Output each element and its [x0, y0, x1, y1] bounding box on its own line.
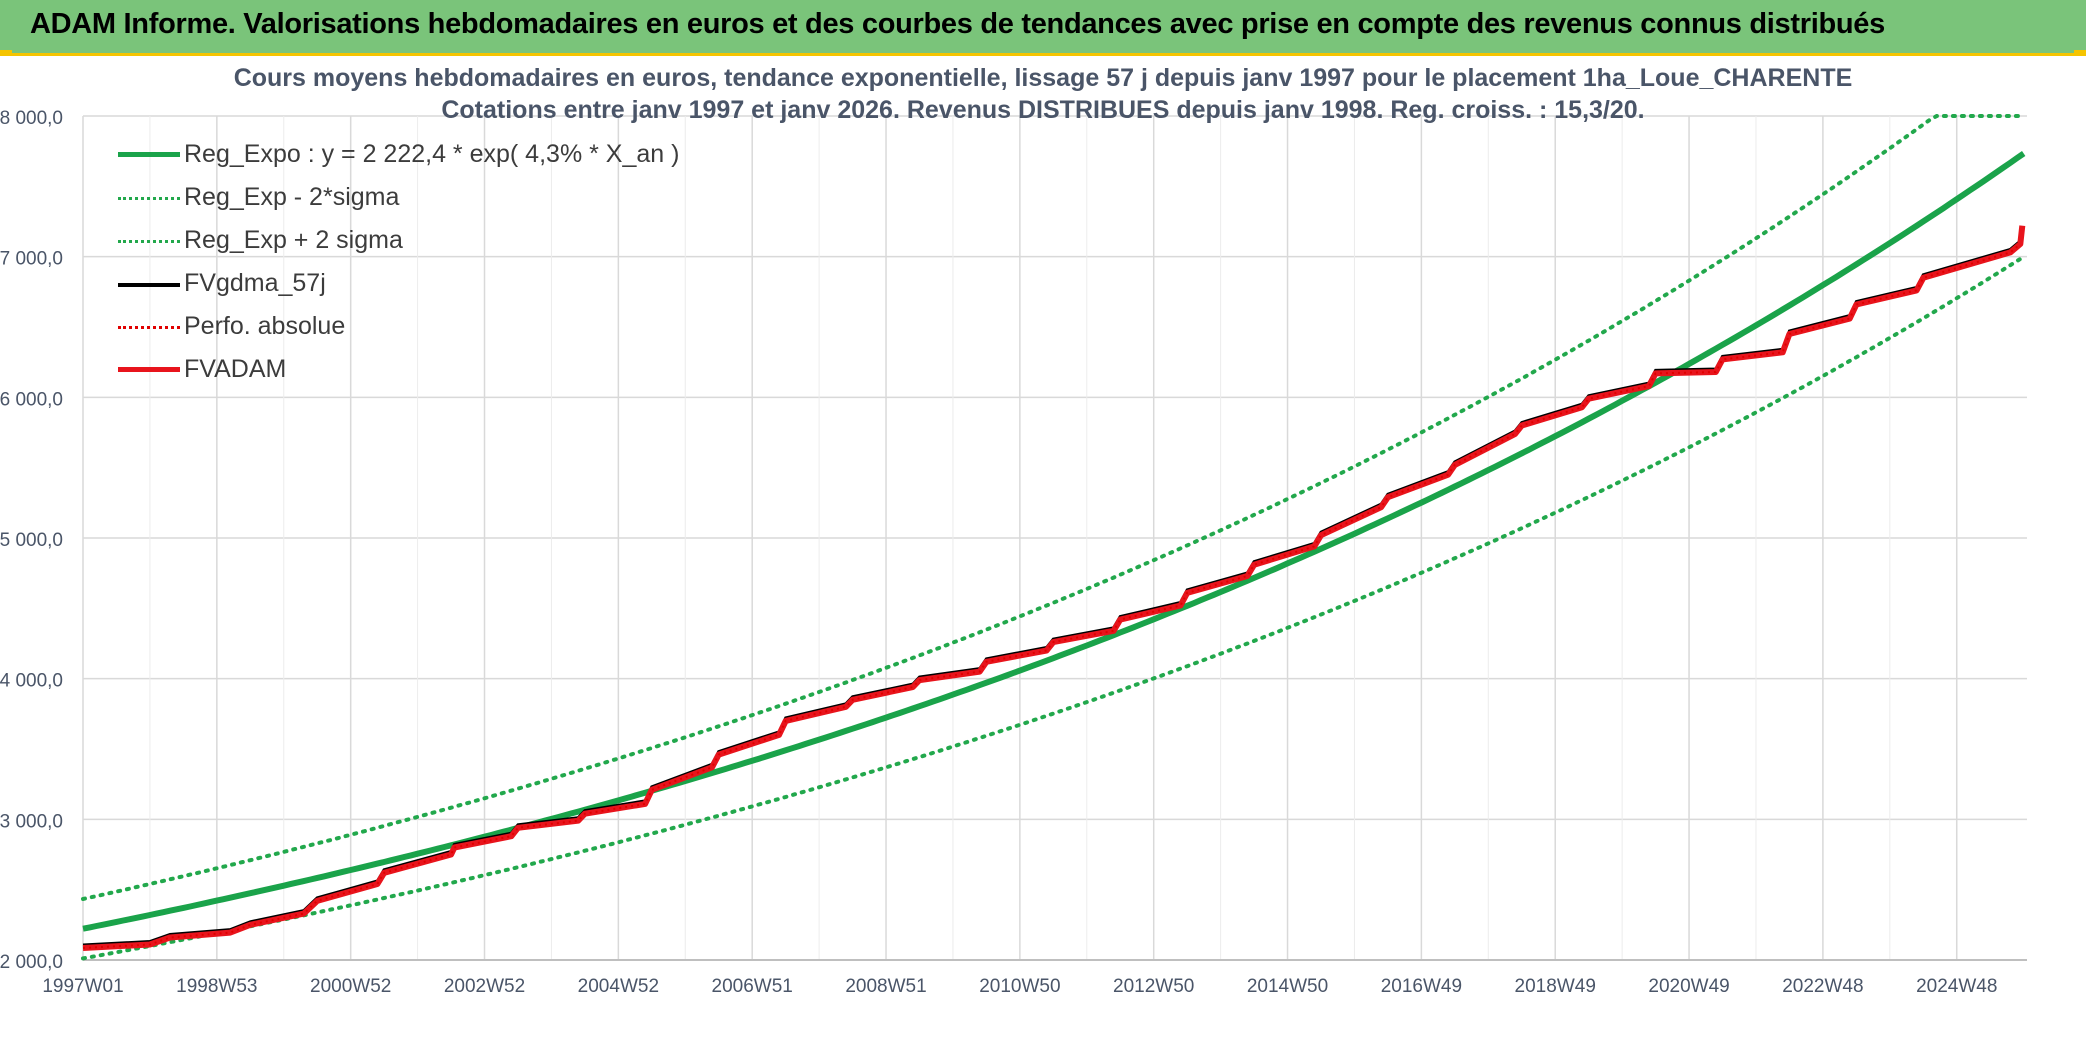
- legend-label-reg-expo: Reg_Expo : y = 2 222,4 * exp( 4,3% * X_a…: [184, 140, 680, 168]
- x-tick-label: 1998W53: [176, 976, 257, 997]
- legend-swatch-reg-exp-plus: [118, 240, 180, 243]
- x-tick-label: 2020W49: [1648, 976, 1729, 997]
- x-tick-label: 2018W49: [1515, 976, 1596, 997]
- x-tick-label: 1997W01: [42, 976, 123, 997]
- legend-swatch-reg-expo: [118, 152, 180, 157]
- y-tick-label: 8 000,0: [0, 108, 63, 129]
- x-tick-label: 2016W49: [1381, 976, 1462, 997]
- x-tick-label: 2010W50: [979, 976, 1060, 997]
- x-tick-label: 2004W52: [578, 976, 659, 997]
- series-reg-expo: [82, 151, 2026, 932]
- legend-swatch-reg-exp-minus: [118, 197, 180, 200]
- x-tick-label: 2002W52: [444, 976, 525, 997]
- y-tick-label: 3 000,0: [0, 811, 63, 832]
- report-banner: ADAM Informe. Valorisations hebdomadaire…: [0, 0, 2086, 56]
- legend-swatch-fvadam: [118, 367, 180, 372]
- series-perfo: [82, 243, 2021, 949]
- axis-layer: 2 000,0 3 000,0 4 000,0 5 000,0 6 000,0 7 000…: [0, 108, 2027, 997]
- chart-svg: 2 000,0 3 000,0 4 000,0 5 000,0 6 000,0 7 000…: [0, 108, 2027, 997]
- x-tick-label: 2022W48: [1782, 976, 1863, 997]
- x-tick-label: 2008W51: [845, 976, 926, 997]
- series-fvadam: [82, 225, 2026, 951]
- chart-area: 2 000,0 3 000,0 4 000,0 5 000,0 6 000,0 7 000…: [0, 56, 2086, 1038]
- legend-swatch-perfo: [118, 326, 180, 329]
- report-title: ADAM Informe. Valorisations hebdomadaire…: [30, 8, 1885, 40]
- series-fvgdma: [82, 239, 2022, 947]
- banner-corner-right: [2074, 50, 2086, 56]
- legend-label-reg-exp-minus: Reg_Exp - 2*sigma: [184, 183, 400, 211]
- x-tick-label: 2006W51: [712, 976, 793, 997]
- series-layer: [81, 114, 2026, 961]
- series-reg-exp-minus: [81, 254, 2026, 961]
- grid-layer: [82, 115, 2027, 961]
- series-reg-exp-plus: [81, 114, 2026, 901]
- banner-corner-left: [0, 50, 12, 56]
- y-tick-label: 7 000,0: [0, 249, 63, 270]
- chart-title: Cours moyens hebdomadaires en euros, ten…: [233, 64, 1853, 92]
- legend-label-fvgdma: FVgdma_57j: [184, 269, 326, 297]
- x-tick-label: 2000W52: [310, 976, 391, 997]
- x-tick-label: 2014W50: [1247, 976, 1328, 997]
- legend-label-perfo: Perfo. absolue: [184, 312, 346, 340]
- y-tick-label: 2 000,0: [0, 952, 63, 973]
- legend-swatch-fvgdma: [118, 283, 180, 287]
- chart-subtitle: Cotations entre janv 1997 et janv 2026. …: [441, 96, 1645, 124]
- y-tick-label: 5 000,0: [0, 530, 63, 551]
- y-tick-label: 6 000,0: [0, 389, 63, 410]
- legend-label-reg-exp-plus: Reg_Exp + 2 sigma: [184, 226, 403, 254]
- legend-label-fvadam: FVADAM: [184, 355, 287, 383]
- y-tick-label: 4 000,0: [0, 671, 63, 692]
- x-tick-label: 2024W48: [1916, 976, 1997, 997]
- x-tick-label: 2012W50: [1113, 976, 1194, 997]
